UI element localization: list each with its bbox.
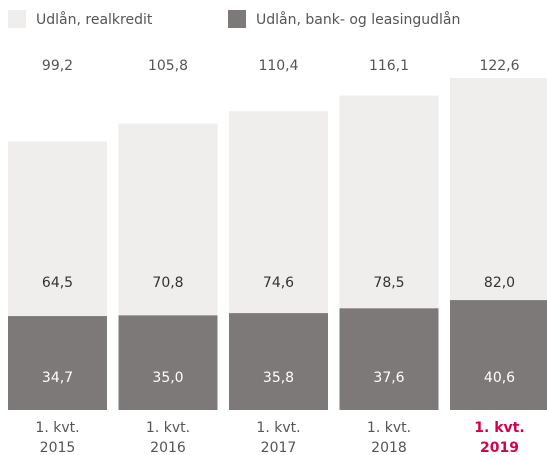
x-tick-label: 1. kvt. [256, 420, 300, 436]
legend-swatch [228, 10, 246, 28]
total-label: 110,4 [258, 58, 298, 74]
x-tick-label: 2015 [40, 440, 76, 455]
total-label: 99,2 [42, 58, 73, 74]
data-label: 37,6 [373, 370, 404, 386]
x-tick-label: 2017 [261, 440, 297, 455]
data-label: 34,7 [42, 370, 73, 386]
legend-label: Udlån, realkredit [36, 11, 153, 28]
bar-segment [8, 316, 107, 410]
x-tick-label: 2018 [371, 440, 407, 455]
bar-segment [229, 313, 328, 410]
total-label: 122,6 [479, 58, 519, 74]
data-label: 40,6 [484, 370, 515, 386]
x-tick-label: 2019 [480, 440, 519, 455]
legend-swatch [8, 10, 26, 28]
total-label: 105,8 [148, 58, 188, 74]
data-label: 35,0 [152, 370, 183, 386]
bar-segment [450, 300, 547, 410]
data-label: 35,8 [263, 370, 294, 386]
bar-segment [229, 111, 328, 314]
data-label: 82,0 [484, 275, 515, 291]
data-label: 74,6 [263, 275, 294, 291]
bar-segment [118, 123, 218, 316]
bar-segment [8, 141, 107, 317]
bar-segment [339, 95, 439, 309]
x-tick-label: 1. kvt. [474, 420, 524, 436]
bar-segment [450, 78, 547, 301]
bar-segment [118, 315, 218, 410]
data-label: 64,5 [42, 275, 73, 291]
x-tick-label: 1. kvt. [35, 420, 79, 436]
total-label: 116,1 [369, 58, 409, 74]
x-tick-label: 1. kvt. [146, 420, 190, 436]
x-tick-label: 2016 [150, 440, 186, 455]
data-label: 78,5 [373, 275, 404, 291]
legend-label: Udlån, bank- og leasingudlån [256, 11, 460, 28]
x-tick-label: 1. kvt. [367, 420, 411, 436]
bar-segment [339, 308, 439, 410]
data-label: 70,8 [152, 275, 183, 291]
